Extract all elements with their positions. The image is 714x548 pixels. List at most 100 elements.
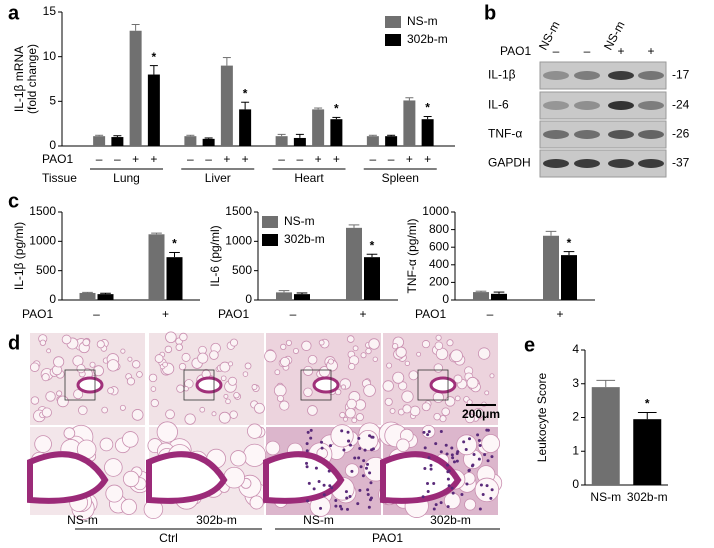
alveolus [484, 390, 490, 396]
infiltrate [327, 469, 331, 473]
infiltrate [334, 504, 338, 508]
infiltrate [468, 437, 472, 441]
alveolus [454, 395, 461, 402]
x-axis-label: PAO1 [415, 307, 446, 321]
infiltrate [345, 496, 349, 500]
alveolus [446, 339, 454, 347]
infiltrate [426, 481, 430, 485]
x-tick-label: – [487, 307, 494, 321]
group-label: Lung [113, 171, 140, 185]
blot-band [638, 71, 664, 80]
alveolus [351, 417, 358, 424]
infiltrate [432, 507, 436, 511]
alveolus [404, 360, 410, 366]
infiltrate [305, 461, 309, 465]
infiltrate [347, 439, 351, 443]
alveolus [398, 381, 408, 391]
infiltrate [446, 470, 450, 474]
alveolus [395, 346, 407, 358]
infiltrate [450, 453, 454, 457]
infiltrate [476, 433, 480, 437]
alveolus [120, 348, 126, 354]
alveolus [99, 437, 114, 452]
infiltrate [368, 434, 372, 438]
alveolus [223, 393, 229, 399]
alveolus [148, 373, 158, 383]
alveolus [126, 377, 136, 386]
alveolus [360, 352, 367, 359]
significance: * [334, 102, 339, 116]
alveolus [46, 348, 52, 354]
alveolus [382, 380, 394, 392]
y-tick-label: 10 [43, 49, 57, 63]
infiltrate [359, 465, 363, 469]
infiltrate [486, 428, 490, 432]
alveolus [292, 347, 299, 354]
y-tick-label: 4 [572, 342, 579, 356]
alveolus [136, 371, 143, 378]
alveolus [474, 477, 500, 503]
significance: * [645, 397, 650, 411]
infiltrate [429, 467, 433, 471]
infiltrate [358, 446, 362, 450]
x-tick-label: – [370, 152, 377, 166]
bar [148, 234, 165, 300]
histology-group-label: PAO1 [372, 531, 403, 545]
infiltrate [350, 469, 354, 473]
alveolus [307, 354, 318, 365]
alveolus [156, 421, 178, 443]
alveolus [280, 356, 290, 367]
alveolus [45, 391, 56, 402]
y-axis-label: Leukocyte Score [535, 372, 549, 462]
legend-swatch [385, 16, 401, 28]
alveolus [273, 384, 287, 397]
bronchus [146, 451, 228, 504]
significance: * [152, 50, 157, 64]
blot-band [574, 71, 600, 80]
alveolus [343, 416, 348, 422]
pao1-sign: – [584, 44, 591, 58]
alveolus [392, 343, 399, 350]
x-tick-label: – [278, 152, 285, 166]
alveolus [230, 450, 247, 467]
alveolus [197, 352, 209, 364]
blot-band [608, 130, 634, 139]
x-tick-label: – [388, 152, 395, 166]
alveolus [372, 356, 378, 362]
infiltrate [348, 494, 352, 498]
x-tick-label: + [424, 152, 431, 166]
alveolus [396, 438, 410, 452]
alveolus [409, 405, 421, 417]
bar [275, 136, 288, 146]
infiltrate [309, 436, 313, 440]
airway [312, 376, 340, 394]
bar [385, 136, 398, 146]
y-tick-label: 1000 [29, 234, 56, 248]
x-tick-label: + [333, 152, 340, 166]
infiltrate [309, 428, 313, 432]
infiltrate [344, 490, 348, 494]
y-tick-label: 1000 [422, 204, 449, 218]
alveolus [154, 354, 164, 363]
x-tick-label: + [150, 152, 157, 166]
pao1-sign: + [617, 44, 624, 58]
alveolus [421, 402, 431, 412]
infiltrate [444, 443, 448, 447]
alveolus [416, 351, 422, 357]
alveolus [219, 361, 231, 373]
inset-box [183, 369, 215, 401]
infiltrate [330, 486, 334, 490]
infiltrate [451, 456, 455, 460]
x-tick-label: + [132, 152, 139, 166]
alveolus [481, 434, 501, 453]
alveolus [120, 498, 137, 515]
infiltrate [357, 436, 361, 440]
alveolus [230, 338, 239, 347]
infiltrate [483, 453, 487, 457]
alveolus [223, 466, 245, 489]
infiltrate [328, 484, 332, 488]
histology-column-label: 302b-m [196, 513, 237, 527]
alveolus [165, 331, 177, 344]
alveolus [184, 379, 194, 389]
